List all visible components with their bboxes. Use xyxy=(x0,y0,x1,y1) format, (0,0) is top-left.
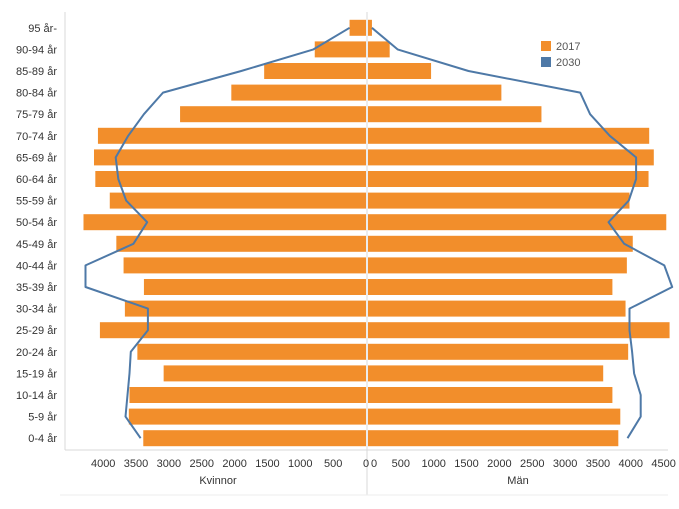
age-group-label: 75-79 år xyxy=(16,109,57,121)
bars-2017 xyxy=(83,19,670,447)
legend-label-2030: 2030 xyxy=(556,57,580,69)
legend-swatch-2017 xyxy=(541,41,551,51)
tick-label-women: 1000 xyxy=(288,458,312,470)
age-group-label: 65-69 år xyxy=(16,152,57,164)
legend: 2017 2030 xyxy=(541,41,580,69)
legend-label-2017: 2017 xyxy=(556,41,580,53)
legend-swatch-2030 xyxy=(541,57,551,67)
tick-label-women: 500 xyxy=(324,458,342,470)
bar-women-2017 xyxy=(314,41,366,58)
bar-men-2017 xyxy=(368,365,604,382)
age-group-label: 55-59 år xyxy=(16,196,57,208)
bar-men-2017 xyxy=(368,149,654,166)
left-axis-title: Kvinnor xyxy=(199,475,237,487)
age-group-label: 30-34 år xyxy=(16,304,57,316)
right-axis-title: Män xyxy=(507,475,528,487)
bar-women-2017 xyxy=(128,408,366,425)
line-men-2030 xyxy=(371,27,674,439)
bar-women-2017 xyxy=(180,106,366,123)
bar-men-2017 xyxy=(368,257,627,274)
bar-women-2017 xyxy=(264,63,366,79)
bar-women-2017 xyxy=(83,214,367,231)
bar-women-2017 xyxy=(94,149,366,166)
bar-men-2017 xyxy=(368,84,502,101)
bar-men-2017 xyxy=(368,279,613,295)
tick-label-men: 4000 xyxy=(619,458,643,470)
bar-men-2017 xyxy=(368,214,667,231)
bar-women-2017 xyxy=(129,387,366,403)
age-group-label: 15-19 år xyxy=(16,368,57,380)
bar-men-2017 xyxy=(368,387,613,403)
tick-label-men: 2500 xyxy=(520,458,544,470)
tick-label-women: 1500 xyxy=(255,458,279,470)
bar-women-2017 xyxy=(143,430,366,447)
tick-label-men: 3500 xyxy=(586,458,610,470)
bar-men-2017 xyxy=(368,192,630,209)
tick-label-men: 2000 xyxy=(487,458,511,470)
age-group-label: 20-24 år xyxy=(16,347,57,359)
age-group-label: 60-64 år xyxy=(16,174,57,186)
tick-label-women: 2000 xyxy=(222,458,246,470)
bar-men-2017 xyxy=(368,300,626,317)
age-group-label: 80-84 år xyxy=(16,88,57,100)
age-group-label: 10-14 år xyxy=(16,390,57,402)
age-group-label: 25-29 år xyxy=(16,325,57,337)
tick-label-men: 1000 xyxy=(421,458,445,470)
bar-women-2017 xyxy=(95,171,366,187)
age-group-label: 5-9 år xyxy=(28,412,57,424)
tick-label-men: 4500 xyxy=(651,458,675,470)
line-women-2030 xyxy=(84,26,351,439)
bar-women-2017 xyxy=(163,365,366,382)
bar-men-2017 xyxy=(368,322,670,339)
age-group-label: 35-39 år xyxy=(16,282,57,294)
tick-label-men: 0 xyxy=(371,458,377,470)
bar-men-2017 xyxy=(368,19,372,36)
bar-men-2017 xyxy=(368,430,619,447)
bar-women-2017 xyxy=(231,84,366,101)
tick-label-women: 2500 xyxy=(190,458,214,470)
tick-label-men: 500 xyxy=(392,458,410,470)
tick-label-men: 3000 xyxy=(553,458,577,470)
age-group-label: 70-74 år xyxy=(16,131,57,143)
bar-women-2017 xyxy=(109,192,367,209)
chart-frame xyxy=(60,12,668,496)
bar-women-2017 xyxy=(124,300,366,317)
bar-men-2017 xyxy=(368,41,390,58)
bar-men-2017 xyxy=(368,127,650,144)
bar-men-2017 xyxy=(368,235,633,252)
bar-men-2017 xyxy=(368,408,621,425)
bar-women-2017 xyxy=(143,279,366,295)
bar-women-2017 xyxy=(349,19,366,36)
bar-men-2017 xyxy=(368,343,629,360)
age-group-label: 0-4 år xyxy=(28,433,57,445)
age-group-label: 50-54 år xyxy=(16,217,57,229)
bar-women-2017 xyxy=(116,235,366,252)
tick-label-men: 1500 xyxy=(454,458,478,470)
bar-women-2017 xyxy=(99,322,366,339)
bar-women-2017 xyxy=(123,257,366,274)
tick-label-women: 4000 xyxy=(91,458,115,470)
lines-2030 xyxy=(84,26,674,439)
bar-women-2017 xyxy=(97,127,366,144)
bar-men-2017 xyxy=(368,63,432,79)
tick-label-women: 3000 xyxy=(157,458,181,470)
bar-women-2017 xyxy=(137,343,366,360)
bar-men-2017 xyxy=(368,171,649,187)
bar-men-2017 xyxy=(368,106,542,123)
age-group-label: 90-94 år xyxy=(16,44,57,56)
tick-label-women: 0 xyxy=(363,458,369,470)
age-group-label: 40-44 år xyxy=(16,260,57,272)
age-group-labels: 95 år- 90-94 år 85-89 år 80-84 år 75-79 år 70… xyxy=(16,23,57,445)
tick-label-women: 3500 xyxy=(124,458,148,470)
x-axis-ticks: 4000 3500 3000 2500 2000 1500 1000 500 0 0 500 1000… xyxy=(91,458,676,470)
age-group-label: 95 år- xyxy=(28,23,57,35)
age-group-label: 85-89 år xyxy=(16,66,57,78)
age-group-label: 45-49 år xyxy=(16,239,57,251)
